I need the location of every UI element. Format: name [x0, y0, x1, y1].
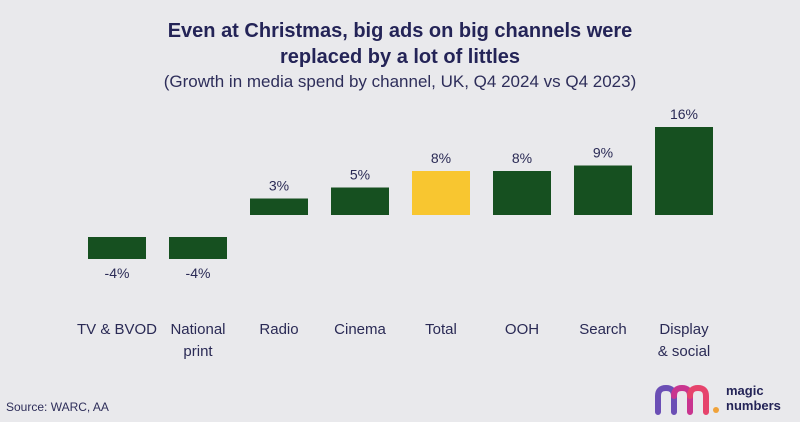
data-label-1: -4% [186, 265, 211, 281]
logo-text-line-1: magic [726, 383, 764, 398]
data-label-2: 3% [269, 178, 289, 194]
category-label-7: Display & social [658, 321, 711, 360]
category-label-5: OOH [505, 321, 539, 338]
chart-title: Even at Christmas, big ads on big channe… [0, 18, 800, 70]
category-label-1: National print [170, 321, 225, 360]
logo-text-line-2: numbers [726, 398, 781, 413]
category-label-4: Total [425, 321, 457, 338]
bar-1 [169, 237, 227, 259]
category-label-0: TV & BVOD [77, 321, 157, 338]
data-label-4: 8% [431, 150, 451, 166]
chart-subtitle: (Growth in media spend by channel, UK, Q… [163, 72, 637, 91]
data-label-5: 8% [512, 150, 532, 166]
bar-2 [250, 198, 308, 215]
data-label-0: -4% [105, 265, 130, 281]
source-note: Source: WARC, AA [6, 400, 109, 414]
bar-3 [331, 187, 389, 215]
category-label-2: Radio [259, 321, 298, 338]
logo-text: magic numbers [726, 383, 781, 413]
bar-6 [574, 165, 632, 215]
chart-title-line-2: replaced by a lot of littles [279, 46, 521, 68]
magic-numbers-logo: magic numbers [652, 382, 792, 416]
bar-5 [493, 171, 551, 215]
category-label-3: Cinema [334, 321, 386, 338]
logo-mark-icon [655, 384, 719, 415]
chart-title-line-1: Even at Christmas, big ads on big channe… [167, 20, 633, 42]
data-label-6: 9% [593, 145, 613, 161]
bar-7 [655, 127, 713, 215]
bar-4 [412, 171, 470, 215]
data-label-7: 16% [670, 106, 698, 122]
bar-0 [88, 237, 146, 259]
category-label-6: Search [579, 321, 627, 338]
data-label-3: 5% [350, 167, 370, 183]
